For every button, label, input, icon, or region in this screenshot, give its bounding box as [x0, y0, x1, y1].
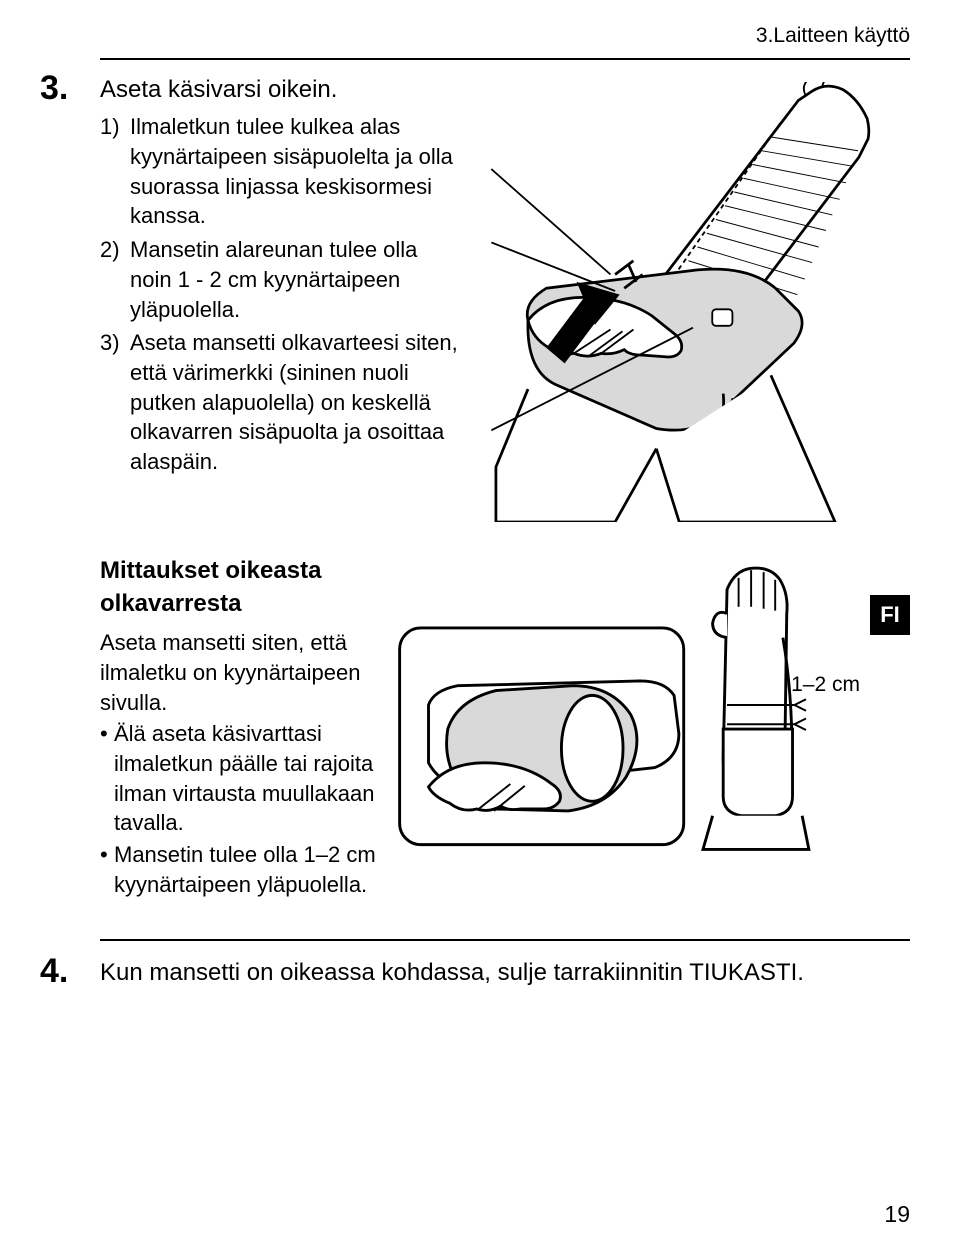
page-number: 19 [884, 1201, 910, 1228]
figure-1-container [476, 112, 910, 527]
right-arm-bullet-2: • Mansetin tulee olla 1–2 cm kyynärtaipe… [100, 840, 380, 899]
step-3-title: Aseta käsivarsi oikein. [100, 70, 337, 104]
arm-cuff-figure-1 [476, 82, 910, 522]
arm-cuff-figure-2 [390, 555, 910, 855]
rule-bottom [100, 939, 910, 941]
step-4-text: Kun mansetti on oikeassa kohdassa, sulje… [100, 953, 804, 987]
right-arm-bullet-2-text: Mansetin tulee olla 1–2 cm kyynärtaipeen… [114, 840, 380, 899]
step-3-number: 3. [40, 70, 100, 107]
figure-2-container: FI 1–2 cm [390, 555, 910, 855]
right-arm-bullet-1: • Älä aseta käsivarttasi ilmaletkun pääl… [100, 719, 380, 838]
cm-label: 1–2 cm [791, 673, 860, 697]
step-3-body: 1) Ilmaletkun tulee kulkea alas kyynärta… [100, 112, 910, 527]
instruction-2-text: Mansetin alareunan tulee olla noin 1 - 2… [130, 235, 460, 324]
right-arm-heading: Mittaukset oikeasta olkavarresta [100, 555, 380, 620]
instruction-column: 1) Ilmaletkun tulee kulkea alas kyynärta… [100, 112, 460, 527]
right-arm-section: Mittaukset oikeasta olkavarresta Aseta m… [100, 555, 910, 899]
instruction-3-label: 3) [100, 328, 130, 476]
right-arm-bullet-1-text: Älä aseta käsivarttasi ilmaletkun päälle… [114, 719, 380, 838]
instruction-1-text: Ilmaletkun tulee kulkea alas kyynärtaipe… [130, 112, 460, 231]
instruction-3-text: Aseta mansetti olkavarteesi siten, että … [130, 328, 460, 476]
step-4: 4. Kun mansetti on oikeassa kohdassa, su… [40, 953, 910, 990]
instruction-3: 3) Aseta mansetti olkavarteesi siten, et… [100, 328, 460, 476]
instruction-2-label: 2) [100, 235, 130, 324]
bullet-icon: • [100, 719, 114, 838]
instruction-1: 1) Ilmaletkun tulee kulkea alas kyynärta… [100, 112, 460, 231]
right-arm-intro: Aseta mansetti siten, että ilmaletku on … [100, 628, 380, 717]
step-4-number: 4. [40, 953, 100, 990]
instruction-1-label: 1) [100, 112, 130, 231]
bullet-icon: • [100, 840, 114, 899]
section-header: 3.Laitteen käyttö [40, 24, 910, 48]
right-arm-text: Mittaukset oikeasta olkavarresta Aseta m… [100, 555, 380, 899]
instruction-2: 2) Mansetin alareunan tulee olla noin 1 … [100, 235, 460, 324]
language-badge: FI [870, 595, 910, 635]
rule-top [100, 58, 910, 60]
